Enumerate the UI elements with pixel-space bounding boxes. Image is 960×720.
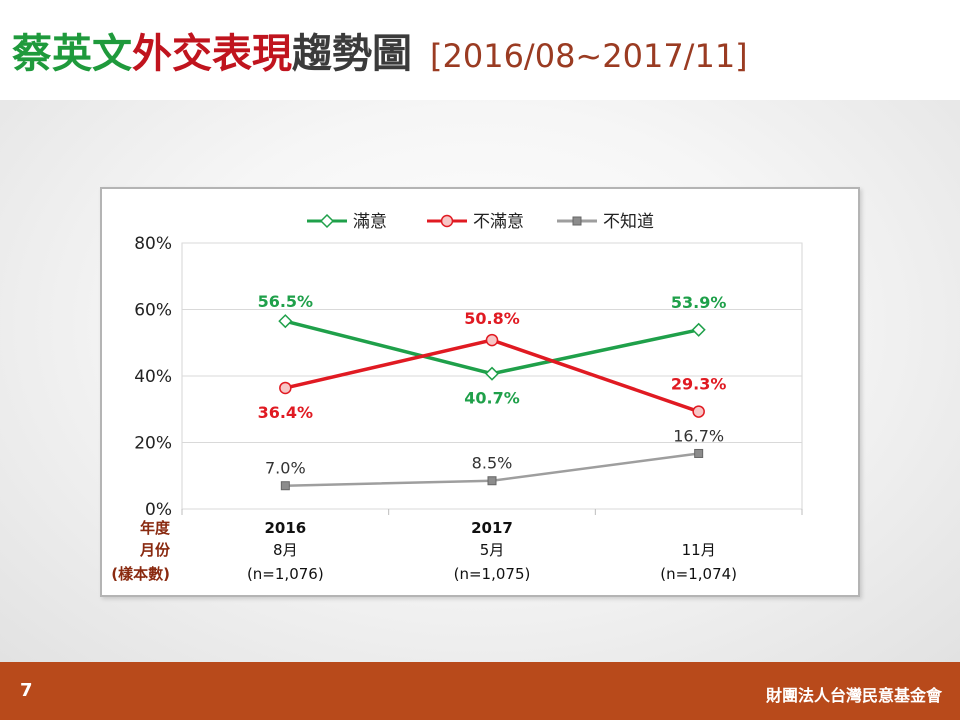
x-row-label: (樣本數) <box>111 565 170 583</box>
data-label: 29.3% <box>671 375 727 394</box>
legend-marker <box>319 213 335 229</box>
legend-label: 不滿意 <box>473 212 524 232</box>
title-part-2: 外交表現 <box>132 31 292 77</box>
data-label: 53.9% <box>671 293 727 312</box>
x-category-sample: (n=1,076) <box>247 565 324 583</box>
y-tick-label: 20% <box>134 434 172 454</box>
data-point <box>487 476 497 486</box>
x-category-month: 11月 <box>682 541 716 559</box>
title-part-3: 趨勢圖 <box>292 31 412 77</box>
legend-label: 不知道 <box>603 212 654 232</box>
data-point <box>278 314 293 329</box>
data-label: 56.5% <box>258 292 314 311</box>
y-tick-label: 0% <box>145 500 172 520</box>
data-label: 8.5% <box>472 454 513 473</box>
data-point <box>279 381 292 395</box>
x-category-sample: (n=1,075) <box>454 565 531 583</box>
data-point <box>484 366 500 381</box>
data-label: 16.7% <box>673 426 724 445</box>
legend-label: 滿意 <box>353 212 387 232</box>
title-part-1: 蔡英文 <box>12 31 132 77</box>
x-category-sample: (n=1,074) <box>660 565 737 583</box>
legend-marker <box>440 214 454 228</box>
data-point <box>694 448 704 458</box>
x-category-year: 2016 <box>264 519 306 537</box>
x-category-year: 2017 <box>471 519 513 537</box>
data-point <box>692 405 705 418</box>
data-label: 7.0% <box>265 459 306 478</box>
page-number: 7 <box>20 680 33 701</box>
data-label: 36.4% <box>258 403 314 422</box>
organization-name: 財團法人台灣民意基金會 <box>765 686 942 705</box>
y-tick-label: 40% <box>134 367 172 387</box>
data-point <box>691 322 706 337</box>
x-category-month: 8月 <box>273 541 298 559</box>
data-label: 50.8% <box>464 309 520 328</box>
data-label: 40.7% <box>464 389 520 408</box>
footer-bar: 7 財團法人台灣民意基金會 <box>0 662 960 720</box>
x-category-month: 5月 <box>480 541 505 559</box>
x-row-label: 年度 <box>140 519 171 537</box>
legend-marker <box>572 216 582 226</box>
y-tick-label: 80% <box>134 234 172 254</box>
x-row-label: 月份 <box>139 541 171 559</box>
slide-title: 蔡英文外交表現趨勢圖 [2016/08~2017/11] <box>12 24 748 84</box>
y-tick-label: 60% <box>134 301 172 321</box>
title-date-range: [2016/08~2017/11] <box>430 37 748 75</box>
series-line-0 <box>284 319 700 376</box>
data-point <box>280 481 290 491</box>
chart-panel: 0% 20% 40% 60% 80% 年度月份 (樣本數) 2016 8月 (n=1,076) 20… <box>100 187 860 597</box>
data-point <box>485 333 499 347</box>
